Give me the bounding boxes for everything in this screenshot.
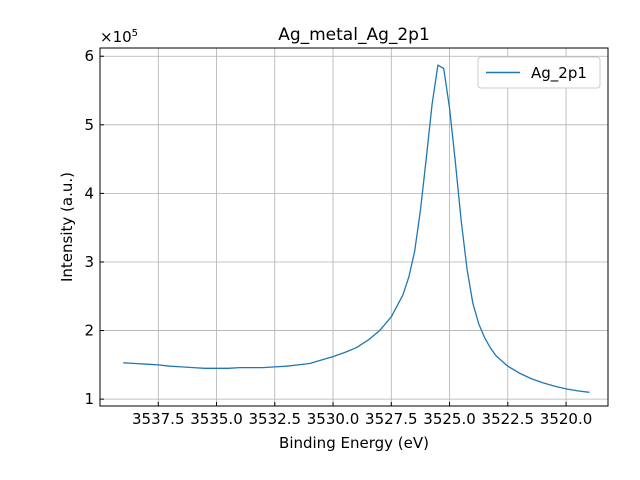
- y-offset-exponent: 5: [132, 28, 138, 39]
- y-offset-label: ×105: [100, 28, 138, 46]
- legend-label: Ag_2p1: [531, 64, 587, 83]
- x-axis-label: Binding Energy (eV): [279, 434, 429, 452]
- legend: Ag_2p1: [477, 56, 601, 89]
- y-tick-label: 5: [84, 116, 94, 134]
- y-tick-label: 2: [84, 322, 94, 340]
- x-tick-label: 3520.0: [540, 410, 593, 428]
- y-axis-label: Intensity (a.u.): [58, 172, 76, 282]
- x-tick-label: 3527.5: [365, 410, 418, 428]
- grid: [100, 48, 608, 406]
- y-tick-label: 3: [84, 253, 94, 271]
- x-tick-label: 3525.0: [423, 410, 476, 428]
- y-offset-base: ×10: [100, 28, 132, 46]
- series-line-ag-2p1: [123, 64, 590, 393]
- plot-frame: [99, 47, 609, 407]
- legend-box: [477, 56, 601, 89]
- x-tick-label: 3537.5: [132, 410, 185, 428]
- x-tick-label: 3535.0: [190, 410, 243, 428]
- x-tick-label: 3532.5: [249, 410, 302, 428]
- series-layer: [123, 64, 590, 393]
- chart-title: Ag_metal_Ag_2p1: [278, 25, 430, 45]
- x-tick-label: 3530.0: [307, 410, 360, 428]
- y-tick-label: 1: [84, 390, 94, 408]
- y-tick-label: 4: [84, 184, 94, 202]
- x-tick-label: 3522.5: [482, 410, 535, 428]
- y-tick-label: 6: [84, 47, 94, 65]
- ticks: 3537.5 3535.0 3532.5 3530.0 3527.5 3525.0 3522…: [84, 47, 592, 428]
